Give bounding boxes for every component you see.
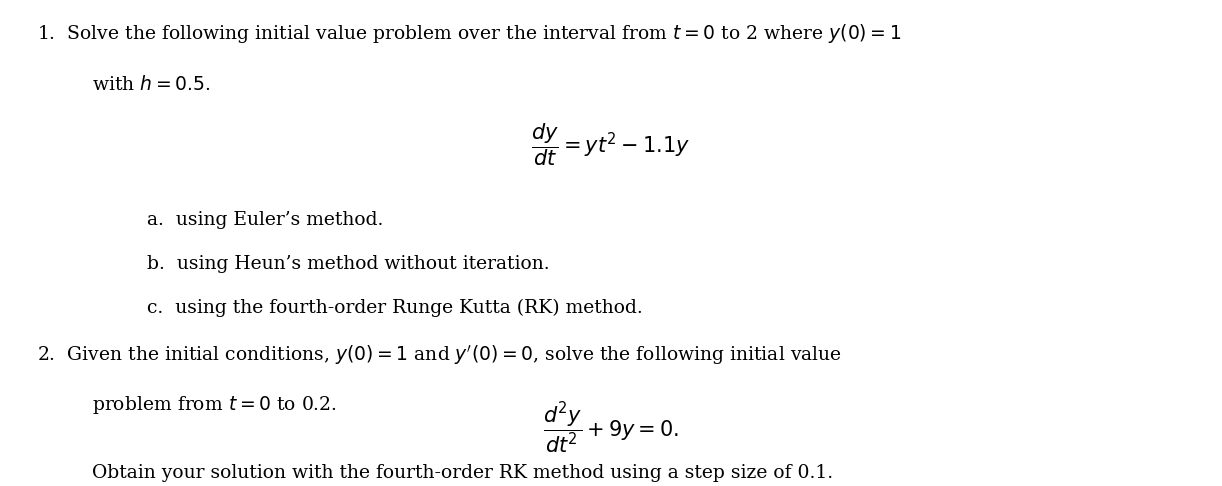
Text: $\dfrac{d^2y}{dt^2} + 9y = 0.$: $\dfrac{d^2y}{dt^2} + 9y = 0.$ [543, 401, 679, 456]
Text: c.  using the fourth-order Runge Kutta (RK) method.: c. using the fourth-order Runge Kutta (R… [147, 299, 643, 317]
Text: problem from $t = 0$ to 0.2.: problem from $t = 0$ to 0.2. [92, 394, 336, 416]
Text: a.  using Euler’s method.: a. using Euler’s method. [147, 211, 382, 229]
Text: $\dfrac{dy}{dt} = yt^2 - 1.1y$: $\dfrac{dy}{dt} = yt^2 - 1.1y$ [532, 122, 690, 168]
Text: 2.  Given the initial conditions, $y(0) = 1$ and $y'(0) = 0$, solve the followin: 2. Given the initial conditions, $y(0) =… [37, 343, 842, 366]
Text: 1.  Solve the following initial value problem over the interval from $t = 0$ to : 1. Solve the following initial value pro… [37, 22, 901, 45]
Text: Obtain your solution with the fourth-order RK method using a step size of 0.1.: Obtain your solution with the fourth-ord… [92, 464, 832, 482]
Text: b.  using Heun’s method without iteration.: b. using Heun’s method without iteration… [147, 255, 549, 273]
Text: with $h = 0.5$.: with $h = 0.5$. [92, 75, 210, 94]
